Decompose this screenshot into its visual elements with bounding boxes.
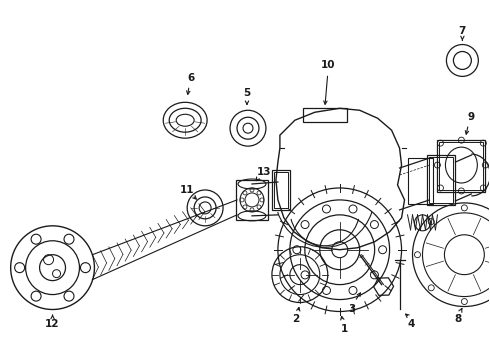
Text: 12: 12 xyxy=(45,319,60,329)
Text: 3: 3 xyxy=(348,305,355,315)
Text: 10: 10 xyxy=(320,60,335,71)
Bar xyxy=(274,172,288,208)
Bar xyxy=(408,158,434,204)
Text: 8: 8 xyxy=(455,314,462,324)
Text: 5: 5 xyxy=(244,88,250,98)
Text: 7: 7 xyxy=(459,26,466,36)
Bar xyxy=(236,180,268,220)
Text: 1: 1 xyxy=(341,324,348,334)
Bar xyxy=(440,142,483,190)
Bar xyxy=(303,108,347,122)
Text: 9: 9 xyxy=(468,112,475,122)
Text: 13: 13 xyxy=(257,167,271,177)
Bar xyxy=(429,157,453,203)
Text: 6: 6 xyxy=(188,73,195,84)
Text: 11: 11 xyxy=(180,185,195,195)
Text: 4: 4 xyxy=(408,319,415,329)
Bar xyxy=(427,155,455,205)
Bar xyxy=(438,140,485,192)
Text: 2: 2 xyxy=(292,314,299,324)
Bar xyxy=(272,170,290,210)
